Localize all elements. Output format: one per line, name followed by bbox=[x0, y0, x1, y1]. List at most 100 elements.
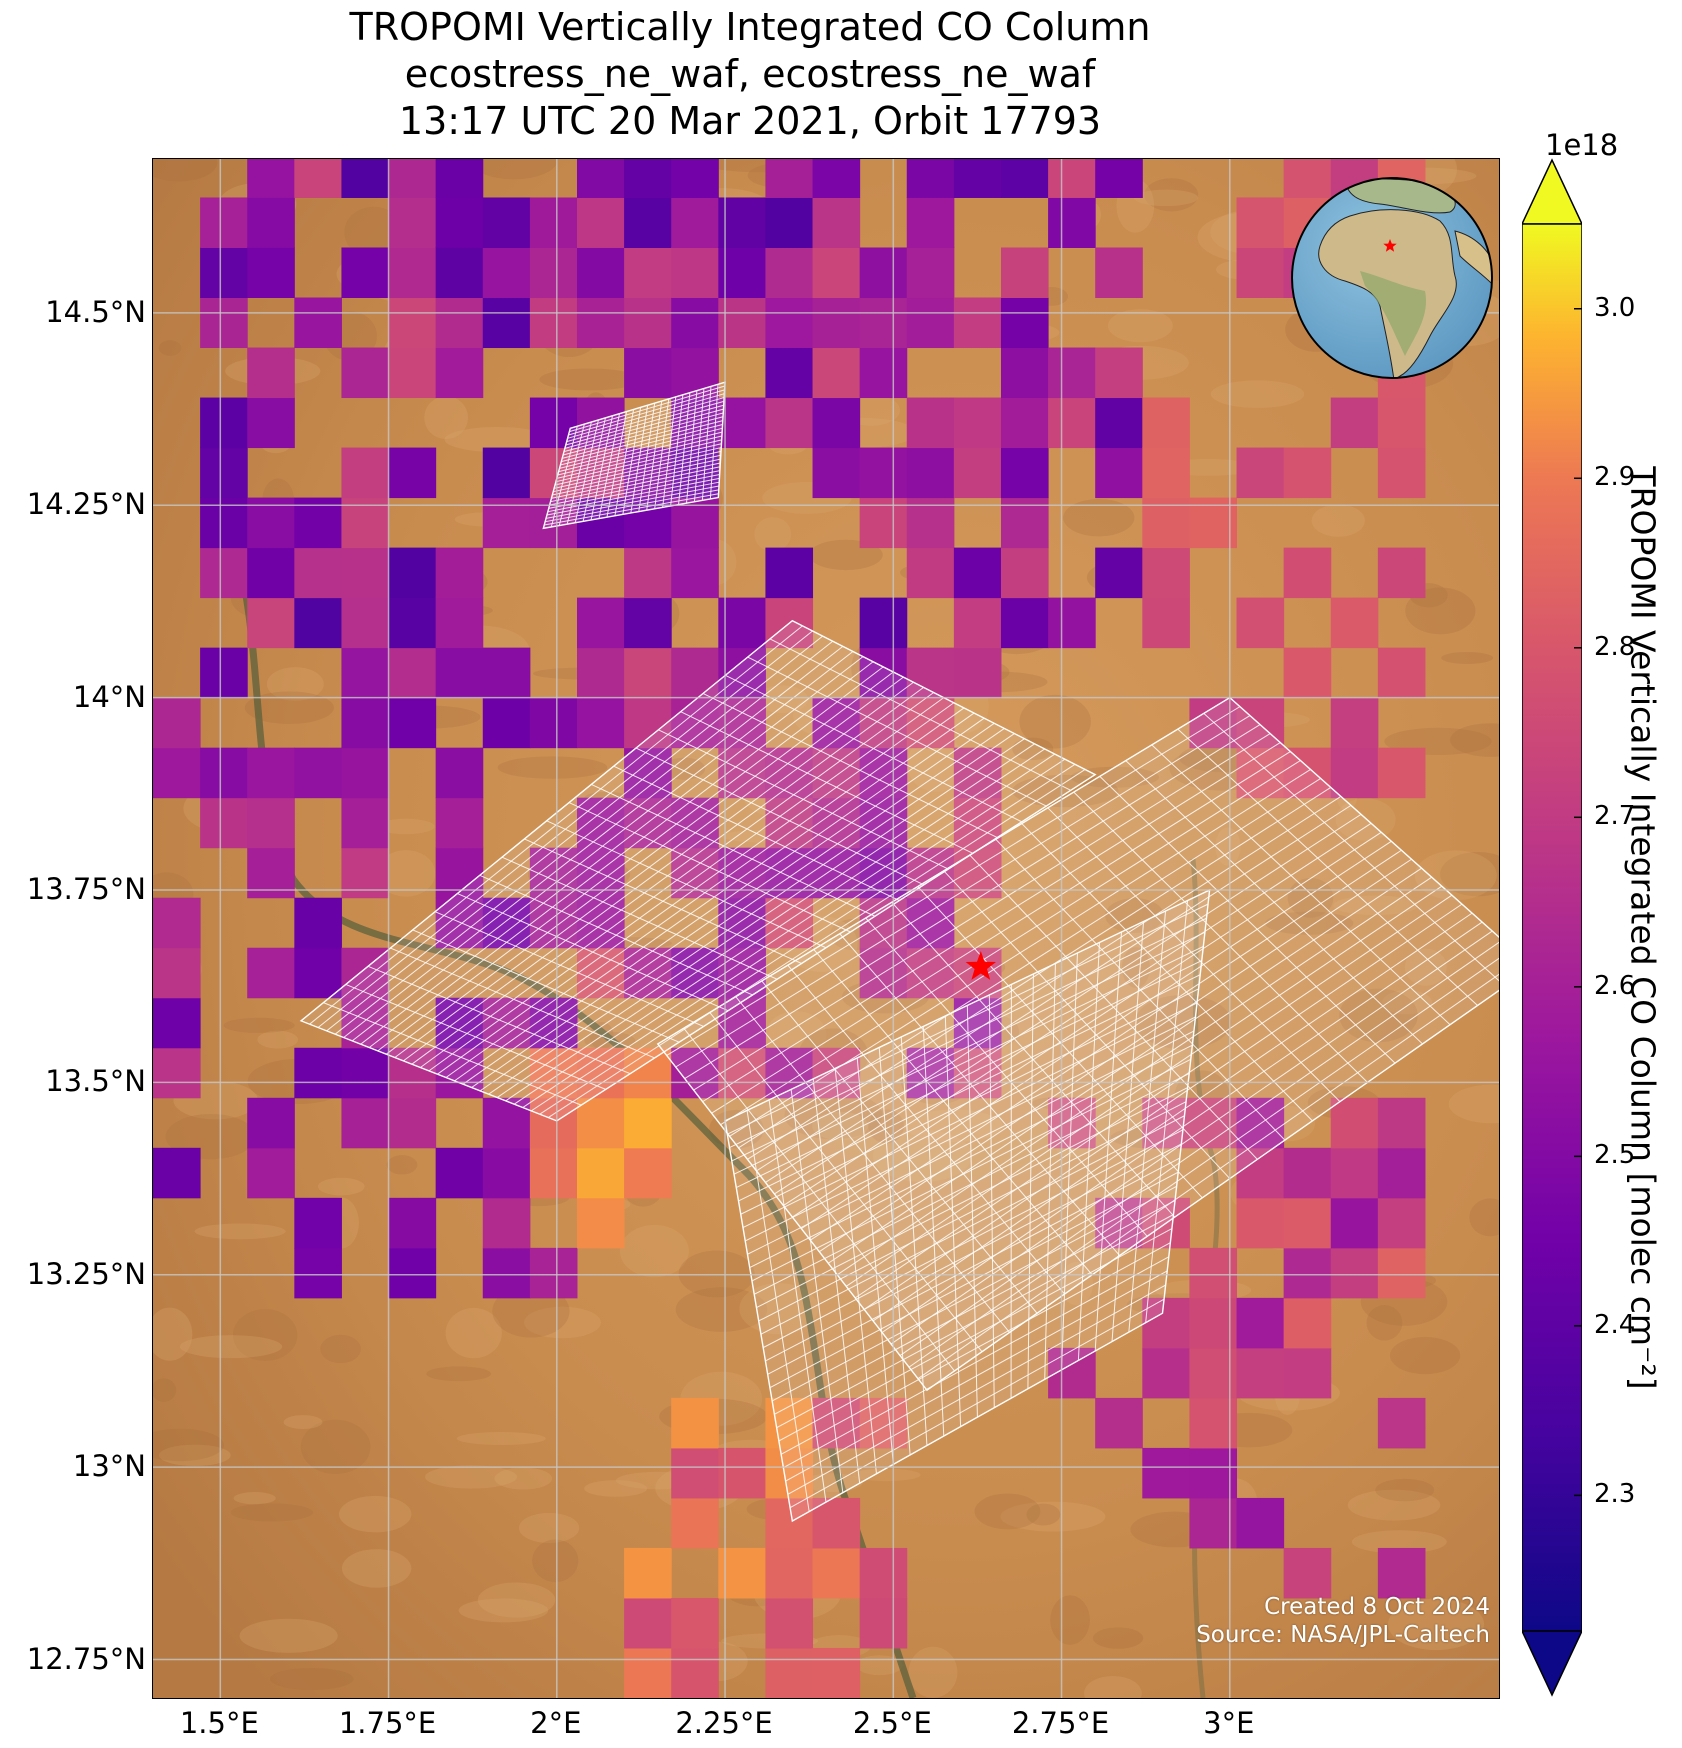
co-pixel bbox=[671, 1447, 719, 1499]
co-pixel bbox=[953, 397, 1002, 449]
co-pixel bbox=[906, 159, 955, 198]
map-canvas[interactable] bbox=[153, 159, 1499, 1698]
co-pixel bbox=[624, 297, 672, 349]
co-pixel bbox=[341, 159, 390, 198]
target-star-marker[interactable] bbox=[965, 951, 996, 980]
swath-gridline bbox=[471, 722, 995, 1088]
terrain-patch bbox=[619, 1224, 689, 1278]
co-pixel bbox=[153, 897, 201, 949]
swath-gridline bbox=[762, 1129, 1184, 1349]
ecostress-swath bbox=[299, 619, 1097, 1122]
terrain-patch bbox=[1133, 189, 1199, 207]
co-pixel bbox=[1236, 597, 1285, 649]
co-pixel bbox=[1377, 647, 1426, 699]
terrain-patch bbox=[675, 1287, 768, 1332]
co-pixel bbox=[1330, 1147, 1379, 1199]
swath-gridline bbox=[693, 733, 1271, 1091]
terrain-patch bbox=[425, 1465, 518, 1489]
swath-gridline bbox=[544, 493, 719, 526]
terrain-patch bbox=[1335, 798, 1396, 841]
co-pixel bbox=[247, 1147, 295, 1199]
swath-gridline bbox=[562, 412, 724, 456]
co-pixel bbox=[812, 197, 861, 248]
title-line-2: ecostress_ne_waf, ecostress_ne_waf bbox=[404, 52, 1096, 96]
co-pixel bbox=[812, 297, 861, 349]
terrain-patch bbox=[426, 1366, 492, 1382]
terrain-patch bbox=[1287, 877, 1334, 918]
co-pixel bbox=[624, 647, 672, 699]
co-pixel bbox=[576, 697, 625, 749]
colorbar-tick-label: 2.3 bbox=[1594, 1479, 1636, 1510]
swath-gridline bbox=[789, 1298, 1165, 1509]
co-pixel bbox=[388, 597, 437, 649]
terrain-patch bbox=[179, 1335, 283, 1359]
terrain-patch bbox=[1405, 587, 1476, 635]
swath-gridline bbox=[555, 443, 722, 483]
swath-gridline bbox=[881, 921, 1483, 1333]
co-pixel bbox=[1330, 1097, 1379, 1149]
co-pixel bbox=[906, 197, 955, 248]
co-pixel bbox=[529, 1047, 578, 1099]
co-pixel bbox=[435, 247, 484, 299]
co-pixel bbox=[576, 1097, 625, 1149]
co-pixel bbox=[294, 1047, 342, 1099]
co-pixel bbox=[247, 1097, 295, 1149]
co-pixel bbox=[1330, 697, 1379, 749]
terrain-patch bbox=[469, 159, 558, 180]
swath-gridline bbox=[908, 957, 1499, 1368]
colorbar-tick-label: 2.7 bbox=[1594, 801, 1636, 832]
colorbar-extend-top bbox=[1522, 158, 1582, 225]
swath-gridline bbox=[554, 447, 722, 486]
terrain-patch bbox=[159, 1444, 231, 1466]
swath-gridline bbox=[560, 423, 723, 466]
swath-gridline bbox=[551, 462, 721, 499]
co-pixel bbox=[482, 1147, 531, 1199]
co-pixel bbox=[1142, 597, 1190, 649]
co-pixel bbox=[1236, 1197, 1285, 1249]
co-pixel bbox=[718, 647, 766, 699]
co-pixel bbox=[1095, 347, 1143, 399]
co-pixel bbox=[341, 647, 390, 699]
swath-gridline bbox=[729, 769, 1311, 1137]
swath-gridline bbox=[747, 787, 1332, 1160]
co-pixel bbox=[1283, 647, 1332, 699]
terrain-patch bbox=[1375, 1478, 1435, 1502]
target-star-shape[interactable] bbox=[965, 951, 996, 980]
co-pixel bbox=[1377, 1547, 1426, 1599]
co-pixel bbox=[859, 697, 908, 749]
swath-gridline bbox=[785, 1270, 1168, 1482]
co-pixel bbox=[247, 547, 295, 599]
co-pixel bbox=[906, 447, 955, 499]
co-pixel bbox=[624, 1097, 672, 1149]
co-pixel bbox=[765, 347, 814, 399]
swath-gridline bbox=[553, 454, 721, 493]
co-pixel bbox=[671, 1397, 719, 1449]
map-panel[interactable] bbox=[152, 158, 1500, 1699]
co-pixel bbox=[671, 1497, 719, 1549]
co-pixel bbox=[576, 1147, 625, 1199]
terrain-patch bbox=[158, 340, 182, 356]
co-pixel bbox=[859, 247, 908, 299]
co-pixel bbox=[1236, 1497, 1285, 1549]
co-pixel bbox=[482, 297, 531, 349]
swath-gridline bbox=[774, 813, 1362, 1195]
co-pixel bbox=[1236, 1147, 1285, 1199]
co-pixel bbox=[1330, 397, 1379, 449]
co-pixel bbox=[718, 997, 766, 1049]
co-pixel bbox=[671, 159, 719, 198]
swath-gridline bbox=[899, 941, 1499, 1356]
terrain-patch bbox=[341, 1549, 412, 1588]
swath-gridline bbox=[756, 795, 1342, 1172]
co-pixel bbox=[247, 947, 295, 999]
globe-star-shape bbox=[1383, 239, 1397, 252]
co-pixel bbox=[294, 947, 342, 999]
co-pixel bbox=[435, 747, 484, 799]
swath-gridline bbox=[778, 1228, 1173, 1442]
swath-gridline bbox=[505, 743, 1035, 1102]
terrain-patch bbox=[1347, 1489, 1441, 1521]
co-pixel bbox=[341, 447, 390, 499]
co-pixel bbox=[153, 947, 201, 999]
co-pixel bbox=[200, 247, 248, 299]
lon-tick-label: 1.5°E bbox=[179, 1706, 259, 1740]
co-pixel bbox=[1283, 1347, 1332, 1399]
